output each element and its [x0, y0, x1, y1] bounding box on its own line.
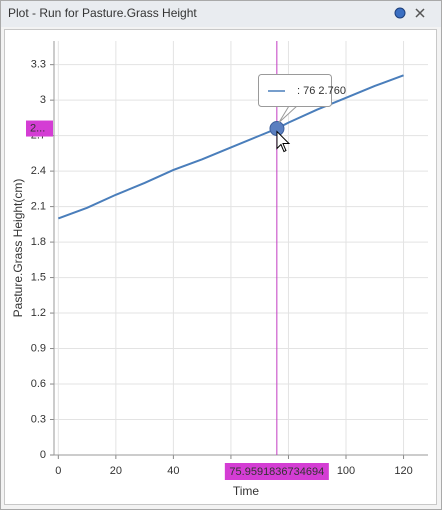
crosshair-x-label: 75.9591836734694: [229, 466, 324, 478]
close-button[interactable]: [415, 8, 425, 18]
title-bar: [1, 1, 441, 27]
tooltip-text: : 76 2.760: [297, 85, 346, 97]
y-tick-label: 0.3: [31, 413, 46, 425]
plot-panel: [4, 29, 437, 505]
mouse-cursor: [276, 130, 291, 153]
pin-button[interactable]: [394, 7, 406, 19]
y-tick-label: 1.5: [31, 271, 46, 283]
y-tick-label: 2.4: [31, 165, 46, 177]
y-tick-label: 1.2: [31, 307, 46, 319]
data-line: [57, 74, 404, 220]
crosshair-x-label-box: [224, 463, 329, 480]
x-tick-label: 120: [394, 465, 412, 477]
crosshair-y-label: 2...: [30, 122, 45, 134]
y-tick-label: 1.8: [31, 236, 46, 248]
y-tick-label: 0: [40, 449, 46, 461]
x-axis-title: Time: [233, 484, 260, 498]
y-axis-title: Pasture.Grass Height(cm): [11, 179, 25, 318]
y-tick-label: 0.6: [31, 378, 46, 390]
crosshair-y-label-box: [26, 120, 53, 137]
x-tick-label: 100: [337, 465, 355, 477]
window-title: Plot - Run for Pasture.Grass Height: [8, 6, 197, 20]
x-tick-label: 0: [55, 465, 61, 477]
y-tick-label: 2.1: [31, 201, 46, 213]
x-tick-label: 20: [110, 465, 122, 477]
tooltip-box: [258, 74, 332, 107]
x-tick-label: 40: [167, 465, 179, 477]
y-tick-label: 3: [40, 94, 46, 106]
y-tick-label: 3.3: [31, 59, 46, 71]
y-tick-label: 0.9: [31, 342, 46, 354]
